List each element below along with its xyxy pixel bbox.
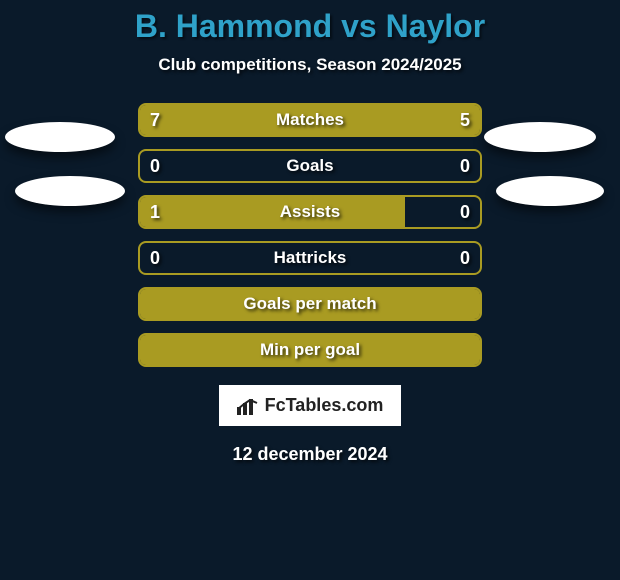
right-value: 0 — [460, 195, 470, 229]
player-photo-placeholder — [496, 176, 604, 206]
left-value: 1 — [150, 195, 160, 229]
player-photo-placeholder — [5, 122, 115, 152]
bar-right-fill — [138, 335, 480, 365]
brand-logo-icon — [237, 397, 259, 415]
bar-left-fill — [140, 289, 482, 319]
player-photo-placeholder — [15, 176, 125, 206]
page-title: B. Hammond vs Naylor — [0, 8, 620, 45]
left-value: 0 — [150, 149, 160, 183]
stat-row: Min per goal — [0, 333, 620, 367]
left-value: 7 — [150, 103, 160, 137]
right-value: 0 — [460, 149, 470, 183]
date-text: 12 december 2024 — [0, 444, 620, 465]
bar-left-fill — [140, 197, 405, 227]
stat-row: Goals per match — [0, 287, 620, 321]
bar-right-fill — [336, 105, 480, 135]
right-value: 5 — [460, 103, 470, 137]
brand-badge: FcTables.com — [219, 385, 402, 426]
bar-track — [138, 241, 482, 275]
left-value: 0 — [150, 241, 160, 275]
bar-track — [138, 195, 482, 229]
brand-text: FcTables.com — [265, 395, 384, 416]
bar-left-fill — [140, 105, 340, 135]
comparison-infographic: B. Hammond vs Naylor Club competitions, … — [0, 0, 620, 465]
player-photo-placeholder — [484, 122, 596, 152]
stat-row: 00Hattricks — [0, 241, 620, 275]
bar-track — [138, 103, 482, 137]
bar-track — [138, 333, 482, 367]
bar-track — [138, 149, 482, 183]
right-value: 0 — [460, 241, 470, 275]
subtitle: Club competitions, Season 2024/2025 — [0, 55, 620, 75]
bar-track — [138, 287, 482, 321]
